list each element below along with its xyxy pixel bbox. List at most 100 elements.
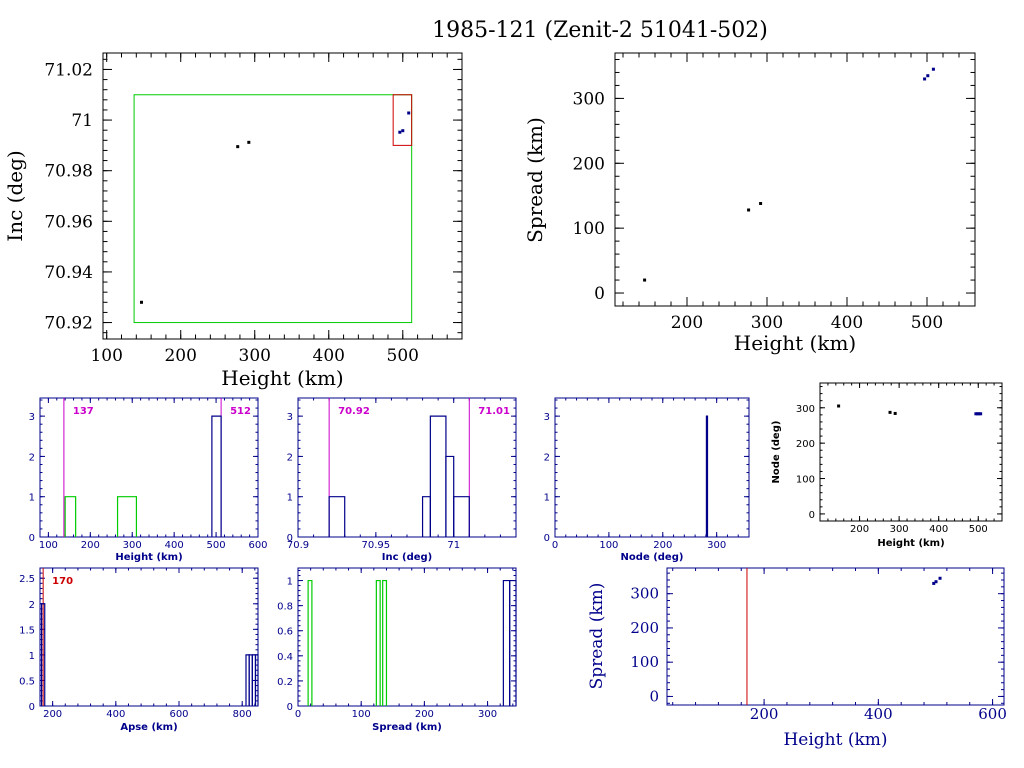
spread-vs-height-2-frame (666, 567, 1005, 706)
spread-vs-height-y-axis-label: Spread (km) (523, 117, 547, 243)
height-hist-x-tick-label: 400 (165, 540, 184, 551)
inc-hist-bar (445, 455, 455, 537)
node-hist-chart: 0 100 200 300 0 1 2 3 Node (deg) (544, 397, 750, 563)
spread-vs-height-x-tick-label: 200 (671, 313, 703, 333)
inc-vs-height-y-tick-label: 70.94 (44, 263, 93, 283)
height-hist-y-tick-label: 2 (29, 452, 35, 463)
node-vs-height-y-tick-label: 0 (809, 510, 815, 521)
spread-hist-y-tick-label: 0.2 (277, 677, 293, 688)
spread-vs-height-x-tick-label: 300 (751, 313, 783, 333)
spread-vs-height-x-axis-label: Height (km) (734, 331, 856, 355)
spread-vs-height-2-y-tick-label: 0 (649, 687, 659, 705)
height-hist-y-tick-label: 1 (29, 493, 35, 504)
spread-vs-height-point (923, 77, 927, 81)
node-vs-height-x-tick-label: 400 (929, 524, 948, 535)
spread-hist-bar (307, 579, 313, 706)
apse-hist-x-tick-label: 200 (43, 709, 62, 720)
apse-hist-annotation: 170 (52, 576, 73, 587)
node-hist-x-axis-label: Node (deg) (621, 552, 684, 563)
inc-hist-x-tick-label: 71 (447, 540, 460, 551)
spread-vs-height-y-tick-label: 0 (594, 284, 605, 304)
spread-vs-height-x-tick-label: 500 (911, 313, 943, 333)
inc-vs-height-selection-box (392, 94, 413, 146)
height-hist-x-tick-label: 500 (207, 540, 226, 551)
apse-hist-frame (39, 567, 259, 707)
spread-hist-bar (502, 579, 511, 706)
node-hist-y-tick-label: 1 (544, 493, 550, 504)
spread-hist-chart: 0 100 200 300 0 0.2 0.4 0.6 0.8 1 Spread (km) (277, 567, 517, 733)
spread-vs-height-frame (614, 52, 976, 307)
figure-title: 1985-121 (Zenit-2 51041-502) (432, 18, 768, 43)
spread-vs-height-2-x-tick-label: 400 (864, 705, 893, 723)
node-vs-height-chart: 200 300 400 500 0 100 200 300 Height (km) Node (d… (771, 382, 1003, 549)
inc-vs-height-point (401, 129, 405, 133)
spread-hist-y-tick-label: 0 (287, 702, 293, 713)
spread-hist-x-tick-label: 0 (295, 709, 301, 720)
spread-hist-x-tick-label: 100 (352, 709, 371, 720)
height-hist-chart: 100 200 300 400 500 600 0 1 2 3 Height (km) 137 512 (29, 397, 268, 563)
apse-hist-y-tick-label: 2.5 (19, 574, 35, 585)
spread-vs-height-x-tick-label: 400 (831, 313, 863, 333)
inc-hist-frame (297, 397, 517, 538)
inc-hist-annotation: 70.92 (338, 406, 370, 417)
node-hist-x-tick-label: 200 (653, 540, 672, 551)
apse-hist-x-tick-label: 400 (106, 709, 125, 720)
node-vs-height-x-tick-label: 200 (850, 524, 869, 535)
height-hist-y-tick-label: 3 (29, 412, 35, 423)
apse-hist-y-tick-label: 1.5 (19, 625, 35, 636)
inc-vs-height-x-axis-label: Height (km) (221, 366, 343, 390)
inc-hist-annotation: 71.01 (478, 406, 510, 417)
apse-hist-bar (254, 654, 259, 706)
spread-vs-height-2-chart: 200 400 600 0 100 200 300 Height (km) Spread (km… (587, 567, 1007, 750)
inc-vs-height-point (236, 145, 240, 149)
spread-hist-y-tick-label: 0.6 (277, 627, 293, 638)
node-vs-height-point (837, 404, 841, 408)
height-hist-frame (39, 397, 259, 538)
spread-vs-height-2-y-axis-label: Spread (km) (587, 583, 607, 690)
spread-hist-bar (375, 579, 381, 706)
inc-hist-x-axis-label: Inc (deg) (382, 552, 433, 563)
node-hist-y-tick-label: 0 (544, 533, 550, 544)
spread-vs-height-y-tick-label: 300 (573, 89, 605, 109)
inc-hist-bar (421, 496, 431, 537)
node-vs-height-point (893, 411, 897, 415)
apse-hist-x-axis-label: Apse (km) (120, 722, 177, 733)
spread-hist-y-tick-label: 0.4 (277, 652, 293, 663)
spread-hist-y-tick-label: 1 (287, 577, 293, 588)
spread-vs-height-point (926, 74, 930, 78)
node-vs-height-point (979, 412, 983, 416)
apse-hist-y-tick-label: 2 (29, 600, 35, 611)
node-hist-frame (554, 397, 750, 538)
height-hist-x-tick-label: 300 (123, 540, 142, 551)
spread-vs-height-2-x-tick-label: 600 (978, 705, 1007, 723)
node-vs-height-point (974, 412, 978, 416)
node-vs-height-x-tick-label: 300 (890, 524, 909, 535)
inc-hist-x-tick-label: 70.95 (362, 540, 391, 551)
inc-vs-height-point (398, 130, 402, 134)
inc-hist-chart: 70.9 70.95 71 0 1 2 3 Inc (deg) 70.92 71.01 (287, 397, 517, 563)
node-vs-height-point (888, 410, 892, 414)
node-vs-height-frame (819, 382, 1003, 522)
inc-hist-bar (328, 496, 346, 537)
inc-vs-height-y-tick-label: 70.98 (44, 162, 93, 182)
node-hist-x-tick-label: 300 (707, 540, 726, 551)
node-vs-height-x-axis-label: Height (km) (877, 538, 944, 549)
inc-hist-bar (429, 415, 447, 537)
spread-hist-x-tick-label: 200 (415, 709, 434, 720)
spread-vs-height-2-point (932, 581, 936, 585)
node-vs-height-point (975, 412, 979, 416)
inc-hist-x-tick-label: 70.9 (287, 540, 309, 551)
inc-hist-y-tick-label: 0 (287, 533, 293, 544)
spread-vs-height-y-tick-label: 200 (573, 154, 605, 174)
inc-vs-height-y-tick-label: 70.92 (44, 314, 93, 334)
apse-hist-y-tick-label: 0 (29, 702, 35, 713)
height-hist-x-axis-label: Height (km) (115, 552, 182, 563)
height-hist-bar (64, 496, 77, 537)
inc-vs-height-x-tick-label: 200 (164, 346, 196, 366)
inc-vs-height-frame (102, 52, 463, 340)
inc-vs-height-point (407, 111, 411, 115)
spread-hist-frame (297, 567, 517, 707)
inc-vs-height-point (139, 300, 143, 304)
height-hist-annotation: 512 (230, 406, 251, 417)
